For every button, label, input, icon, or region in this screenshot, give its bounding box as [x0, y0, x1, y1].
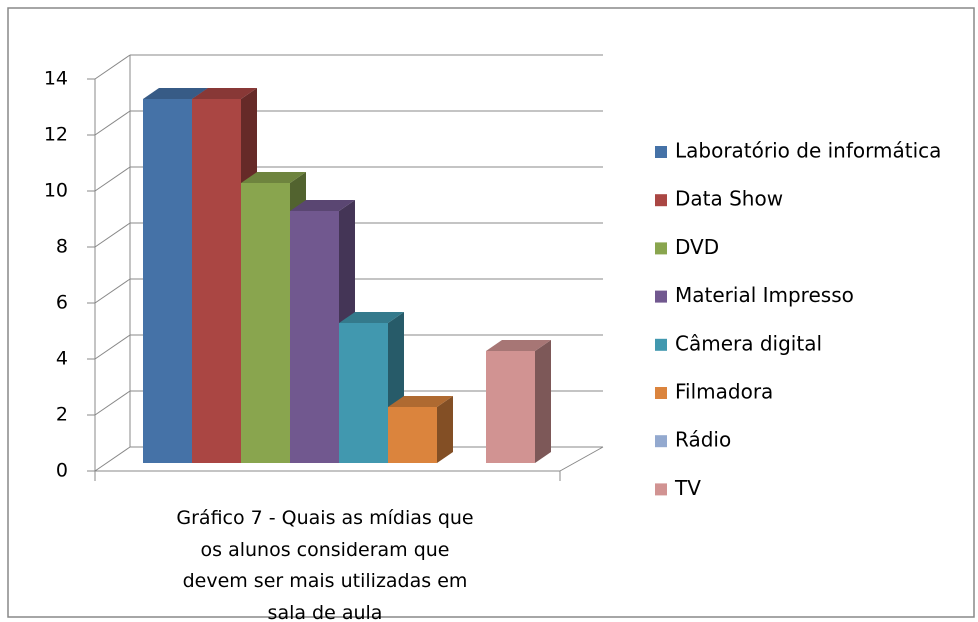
bar	[486, 351, 535, 463]
y-tick-label: 6	[56, 292, 68, 314]
grid-line	[94, 334, 131, 360]
bar	[143, 99, 192, 463]
grid-line	[94, 278, 131, 304]
grid-line	[94, 390, 131, 416]
legend-label: DVD	[675, 235, 719, 259]
y-tick-label: 4	[56, 348, 68, 370]
bar-top	[290, 200, 355, 211]
y-tick-label: 8	[56, 236, 68, 258]
grid-line	[94, 166, 131, 192]
legend-label: Laboratório de informática	[675, 139, 941, 163]
legend-label: Rádio	[675, 428, 731, 452]
floor-edge	[559, 446, 604, 472]
legend-label: TV	[674, 476, 701, 500]
bar	[192, 99, 241, 463]
bar-side	[437, 396, 453, 463]
grid-line	[94, 446, 131, 472]
bar-top	[241, 172, 306, 183]
y-tick-label: 12	[44, 124, 68, 146]
legend-swatch	[655, 435, 667, 448]
bar	[339, 323, 388, 463]
grid-line	[94, 222, 131, 248]
legend-swatch	[655, 483, 667, 496]
bar-top	[192, 88, 257, 99]
bar-side	[535, 340, 551, 463]
bar-top	[388, 396, 453, 407]
bar-top	[339, 312, 404, 323]
legend-label: Material Impresso	[675, 283, 854, 307]
chart-title: Gráfico 7 - Quais as mídias que os aluno…	[176, 507, 474, 622]
bar	[241, 183, 290, 463]
legend-label: Filmadora	[675, 380, 773, 404]
y-tick-label: 0	[56, 460, 68, 482]
bar-top	[143, 88, 208, 99]
y-tick-label: 2	[56, 404, 68, 426]
legend-label: Data Show	[675, 187, 783, 211]
bar	[388, 407, 437, 463]
y-tick-label: 10	[44, 180, 68, 202]
grid-line	[94, 110, 131, 136]
y-tick-label: 14	[44, 68, 68, 90]
grid-line	[94, 54, 131, 80]
legend-swatch	[655, 242, 667, 255]
legend-swatch	[655, 387, 667, 399]
legend-swatch	[655, 338, 667, 351]
bar-top	[486, 340, 551, 351]
legend-swatch	[655, 146, 667, 158]
legend-swatch	[655, 290, 667, 303]
legend-swatch	[655, 194, 667, 207]
legend-label: Câmera digital	[675, 331, 822, 355]
bar	[290, 211, 339, 463]
